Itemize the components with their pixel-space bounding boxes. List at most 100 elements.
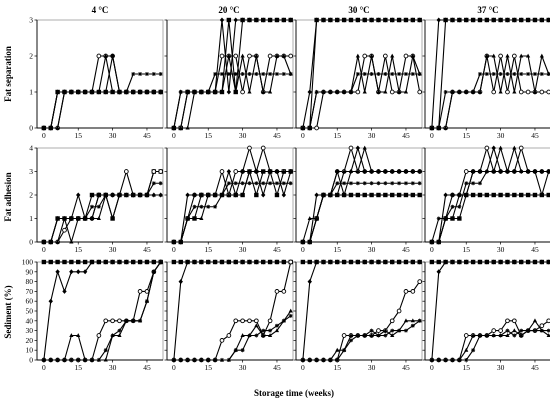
data-point-star	[526, 169, 531, 174]
series-line-diamond	[431, 261, 549, 361]
data-point-square	[89, 192, 95, 198]
data-point-diamond	[410, 259, 416, 265]
data-point-triangle	[471, 169, 476, 173]
data-point-square	[82, 259, 88, 265]
data-point-square	[226, 17, 232, 23]
row-label-fat-adhesion: Fat adhesion	[3, 172, 13, 221]
data-point-star	[321, 90, 326, 94]
data-point-star	[103, 90, 108, 94]
data-point-circle	[484, 145, 490, 151]
data-point-diamond	[314, 192, 319, 198]
data-point-star	[206, 358, 211, 362]
data-point-star	[512, 169, 517, 174]
data-point-triangle	[69, 333, 74, 337]
data-point-diamond	[376, 17, 381, 23]
data-point-star	[192, 204, 197, 209]
y-tick-label: 2	[29, 52, 33, 61]
data-point-diamond	[131, 259, 136, 265]
data-point-square	[403, 192, 409, 198]
data-point-diamond	[281, 192, 287, 198]
data-point-star	[69, 358, 74, 362]
y-tick-label: 50	[26, 307, 34, 316]
data-point-diamond	[390, 17, 395, 23]
data-point-diamond	[226, 169, 232, 174]
data-point-triangle	[464, 347, 469, 352]
series-line-star	[43, 182, 161, 243]
data-point-circle	[110, 318, 115, 324]
series-diamond	[429, 17, 550, 131]
data-point-star	[124, 318, 129, 323]
data-point-star	[288, 181, 293, 186]
data-point-square	[470, 192, 476, 198]
series-triangle	[429, 318, 550, 362]
data-point-star	[471, 90, 476, 94]
x-tick-label: 45	[402, 131, 410, 140]
data-point-star	[342, 348, 347, 353]
data-point-square	[355, 192, 361, 198]
data-point-diamond	[383, 17, 388, 23]
data-point-star	[55, 216, 60, 221]
data-point-star	[484, 169, 489, 174]
data-point-diamond	[314, 17, 319, 23]
data-point-triangle	[450, 216, 455, 220]
data-point-star	[199, 90, 204, 94]
data-point-circle	[546, 318, 550, 324]
data-point-triangle	[192, 216, 197, 220]
data-point-star	[158, 260, 163, 264]
data-point-circle	[233, 169, 239, 174]
series-triangle	[300, 318, 422, 362]
data-point-triangle	[417, 169, 422, 173]
series-star	[300, 72, 422, 130]
data-point-triangle	[390, 169, 395, 173]
data-point-star	[96, 204, 101, 209]
data-point-star	[261, 72, 266, 76]
data-point-star	[376, 181, 381, 186]
data-point-diamond	[151, 259, 157, 265]
data-point-triangle	[410, 53, 415, 58]
data-point-diamond	[82, 269, 88, 275]
data-point-star	[526, 72, 531, 76]
data-point-diamond	[117, 259, 122, 265]
data-point-triangle	[274, 53, 280, 58]
series-line-star	[43, 73, 161, 129]
data-point-star	[124, 90, 129, 94]
data-point-square	[362, 192, 367, 198]
data-point-triangle	[89, 216, 95, 220]
data-point-triangle	[519, 53, 524, 58]
data-point-diamond	[348, 259, 354, 265]
data-point-diamond	[274, 259, 280, 265]
data-point-diamond	[491, 145, 496, 151]
panel-fat-adhesion-4c: 0 1 2 3 4 0 15 30 45	[29, 144, 164, 254]
data-point-star	[261, 328, 266, 333]
data-point-circle	[247, 145, 252, 151]
data-point-circle	[253, 318, 259, 324]
data-point-star	[268, 181, 273, 186]
data-point-diamond	[335, 259, 340, 265]
y-tick-label: 0	[29, 238, 33, 247]
data-point-square	[390, 192, 395, 198]
data-point-star	[62, 358, 67, 362]
data-point-triangle	[267, 333, 273, 337]
data-point-triangle	[403, 318, 409, 323]
data-point-star	[328, 193, 333, 197]
data-point-square	[55, 259, 60, 265]
series-diamond	[171, 169, 293, 245]
data-point-star	[532, 72, 537, 76]
data-point-star	[261, 181, 266, 186]
data-point-star	[254, 333, 259, 338]
data-point-star	[450, 90, 455, 94]
data-point-star	[76, 216, 81, 221]
series-line-star	[173, 315, 292, 361]
data-point-star	[457, 90, 462, 94]
data-point-triangle	[240, 192, 245, 197]
data-point-star	[539, 72, 544, 76]
series-star	[300, 318, 422, 362]
data-point-star	[457, 358, 462, 362]
data-point-circle	[505, 318, 510, 324]
column-title-30c: 30 °C	[348, 5, 369, 15]
series-star	[300, 181, 422, 244]
data-point-star	[185, 358, 190, 362]
x-tick-label: 45	[273, 131, 281, 140]
data-point-star	[307, 240, 312, 244]
data-point-star	[247, 333, 252, 338]
